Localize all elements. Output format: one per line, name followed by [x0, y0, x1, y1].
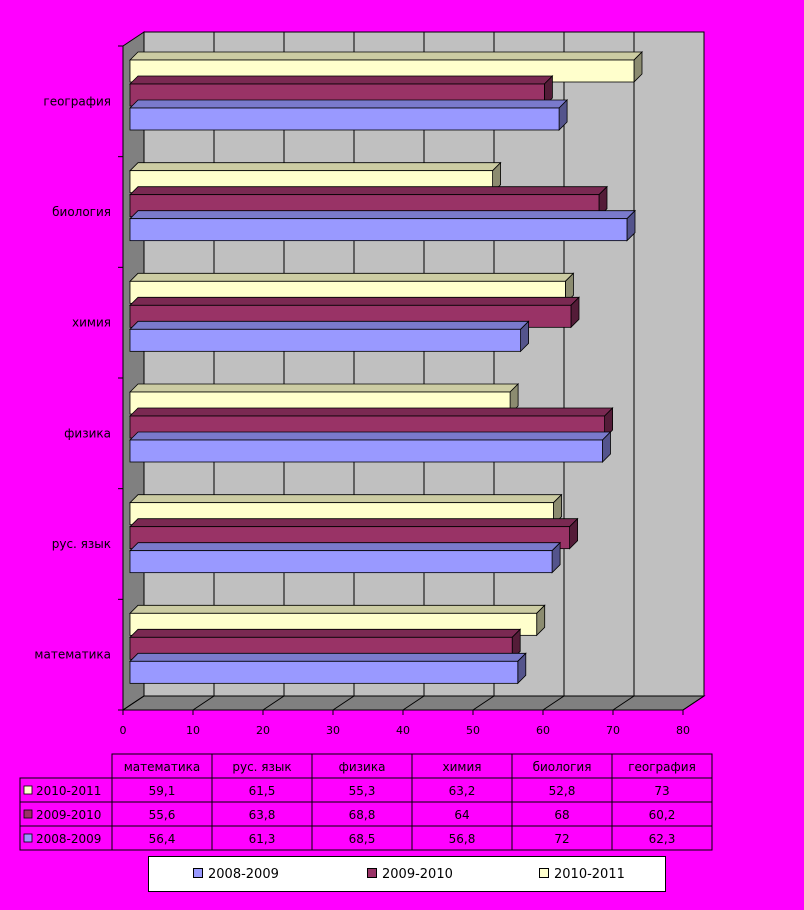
- bar-2008-2009-биология: [129, 218, 628, 242]
- bar-top-face: [129, 272, 575, 282]
- table-header-cell: биология: [533, 760, 592, 774]
- table-header-cell: химия: [443, 760, 482, 774]
- floor-gridline: [472, 695, 495, 711]
- table-cell: 56,8: [449, 832, 476, 846]
- floor-gridline: [542, 695, 565, 711]
- y-category-label: химия: [72, 316, 111, 330]
- bar-top-face: [129, 494, 563, 504]
- x-tick-label: 50: [466, 724, 480, 737]
- table-cell: 68,5: [349, 832, 376, 846]
- table-row-swatch: [23, 833, 33, 843]
- floor-gridline: [262, 695, 285, 711]
- bar-top-face: [129, 604, 546, 614]
- x-tick-label: 0: [120, 724, 127, 737]
- bar-top-face: [129, 652, 527, 662]
- bar-top-face: [129, 431, 612, 441]
- table-header-cell: физика: [339, 760, 386, 774]
- x-tick-label: 30: [326, 724, 340, 737]
- floor-gridline: [612, 695, 635, 711]
- bar-2008-2009-рус. язык: [129, 550, 553, 574]
- floor-gridline: [682, 695, 705, 711]
- bar-top-face: [129, 99, 569, 109]
- table-cell: 64: [454, 808, 469, 822]
- legend-swatch: [539, 868, 549, 878]
- bar-top-face: [129, 75, 554, 85]
- bar-top-face: [129, 186, 608, 196]
- table-cell: 68: [554, 808, 569, 822]
- table-cell: 72: [554, 832, 569, 846]
- bar-2008-2009-математика: [129, 660, 519, 684]
- y-category-label: биология: [52, 205, 111, 219]
- x-tick-label: 10: [186, 724, 200, 737]
- bar-top-face: [129, 210, 636, 220]
- table-header-cell: география: [628, 760, 696, 774]
- floor-gridline: [402, 695, 425, 711]
- table-row-swatch: [23, 809, 33, 819]
- y-category-label: математика: [34, 648, 111, 662]
- table-row-label: 2009-2010: [36, 808, 101, 822]
- table-cell: 55,3: [349, 784, 376, 798]
- table-cell: 59,1: [149, 784, 176, 798]
- table-cell: 56,4: [149, 832, 176, 846]
- table-header-cell: рус. язык: [232, 760, 291, 774]
- x-tick-label: 80: [676, 724, 690, 737]
- legend-item-2009-2010: 2009-2010: [367, 868, 453, 881]
- table-cell: 68,8: [349, 808, 376, 822]
- bar-top-face: [129, 51, 643, 61]
- table-cell: 61,5: [249, 784, 276, 798]
- legend-swatch: [193, 868, 203, 878]
- bar-top-face: [129, 383, 520, 393]
- bar-top-face: [129, 296, 580, 306]
- table-cell: 55,6: [149, 808, 176, 822]
- legend-label: 2009-2010: [382, 867, 453, 882]
- legend-label: 2010-2011: [554, 867, 625, 882]
- bar-top-face: [129, 542, 562, 552]
- bar-2008-2009-химия: [129, 328, 522, 352]
- legend: 2008-2009 2009-2010 2010-2011: [148, 856, 666, 892]
- floor-gridline: [192, 695, 215, 711]
- table-cell: 63,2: [449, 784, 476, 798]
- bar-top-face: [129, 407, 614, 417]
- x-tick-label: 20: [256, 724, 270, 737]
- x-tick-label: 70: [606, 724, 620, 737]
- legend-label: 2008-2009: [208, 867, 279, 882]
- x-tick-label: 60: [536, 724, 550, 737]
- bar-2008-2009-физика: [129, 439, 603, 463]
- legend-item-2010-2011: 2010-2011: [539, 868, 625, 881]
- x-tick-label: 40: [396, 724, 410, 737]
- bar-top-face: [129, 628, 522, 638]
- y-category-label: география: [43, 94, 111, 108]
- y-category-label: рус. язык: [52, 537, 111, 551]
- table-row-label: 2010-2011: [36, 784, 101, 798]
- table-row-swatch: [23, 785, 33, 795]
- table-cell: 62,3: [649, 832, 676, 846]
- table-cell: 73: [654, 784, 669, 798]
- table-cell: 52,8: [549, 784, 576, 798]
- table-cell: 61,3: [249, 832, 276, 846]
- bar-2008-2009-география: [129, 107, 560, 131]
- table-header-cell: математика: [124, 760, 201, 774]
- legend-swatch: [367, 868, 377, 878]
- data-table: математика рус. язык физика химия биология ге…: [19, 753, 713, 851]
- bar-top-face: [129, 320, 530, 330]
- table-row-label: 2008-2009: [36, 832, 101, 846]
- floor-gridline: [332, 695, 355, 711]
- legend-item-2008-2009: 2008-2009: [193, 868, 279, 881]
- table-cell: 60,2: [649, 808, 676, 822]
- table-cell: 63,8: [249, 808, 276, 822]
- floor-gridline: [122, 695, 145, 711]
- bar-top-face: [129, 518, 579, 528]
- y-category-label: физика: [64, 426, 111, 440]
- bar-top-face: [129, 162, 502, 172]
- table-row: [19, 825, 713, 851]
